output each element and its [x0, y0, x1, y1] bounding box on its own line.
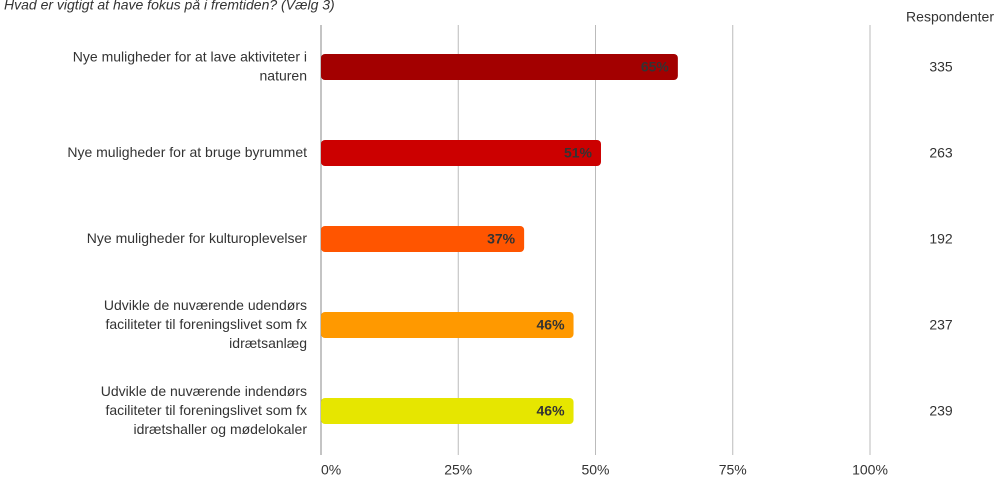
bar: [321, 140, 601, 166]
y-tick-label: Udvikle de nuværende udendørs faciliteter…: [104, 297, 307, 351]
column-header: Respondenter: [906, 9, 994, 25]
x-tick-label: 50%: [581, 462, 609, 478]
bar: [321, 398, 574, 424]
y-tick-label: Nye muligheder for at bruge byrummet: [67, 144, 307, 160]
value-label: 65%: [641, 59, 670, 75]
respondent-count: 263: [929, 145, 953, 161]
respondent-count: 335: [929, 59, 953, 75]
value-label: 37%: [487, 231, 516, 247]
value-label: 46%: [537, 403, 566, 419]
bar: [321, 54, 678, 80]
bar: [321, 312, 574, 338]
x-tick-label: 25%: [444, 462, 472, 478]
x-tick-label: 0%: [321, 462, 341, 478]
y-tick-label: Udvikle de nuværende indendørs facilitete…: [101, 383, 308, 437]
respondent-count: 192: [929, 231, 953, 247]
value-label: 51%: [564, 145, 593, 161]
y-tick-label: Nye muligheder for kulturoplevelser: [87, 230, 308, 246]
y-tick-label: Nye muligheder for at lave aktiviteter i…: [73, 48, 307, 83]
chart-title: Hvad er vigtigt at have fokus på i fremt…: [4, 0, 335, 13]
x-tick-label: 100%: [852, 462, 888, 478]
respondent-count: 237: [929, 317, 953, 333]
respondent-count: 239: [929, 403, 953, 419]
bar: [321, 226, 525, 252]
x-tick-label: 75%: [719, 462, 747, 478]
value-label: 46%: [537, 317, 566, 333]
